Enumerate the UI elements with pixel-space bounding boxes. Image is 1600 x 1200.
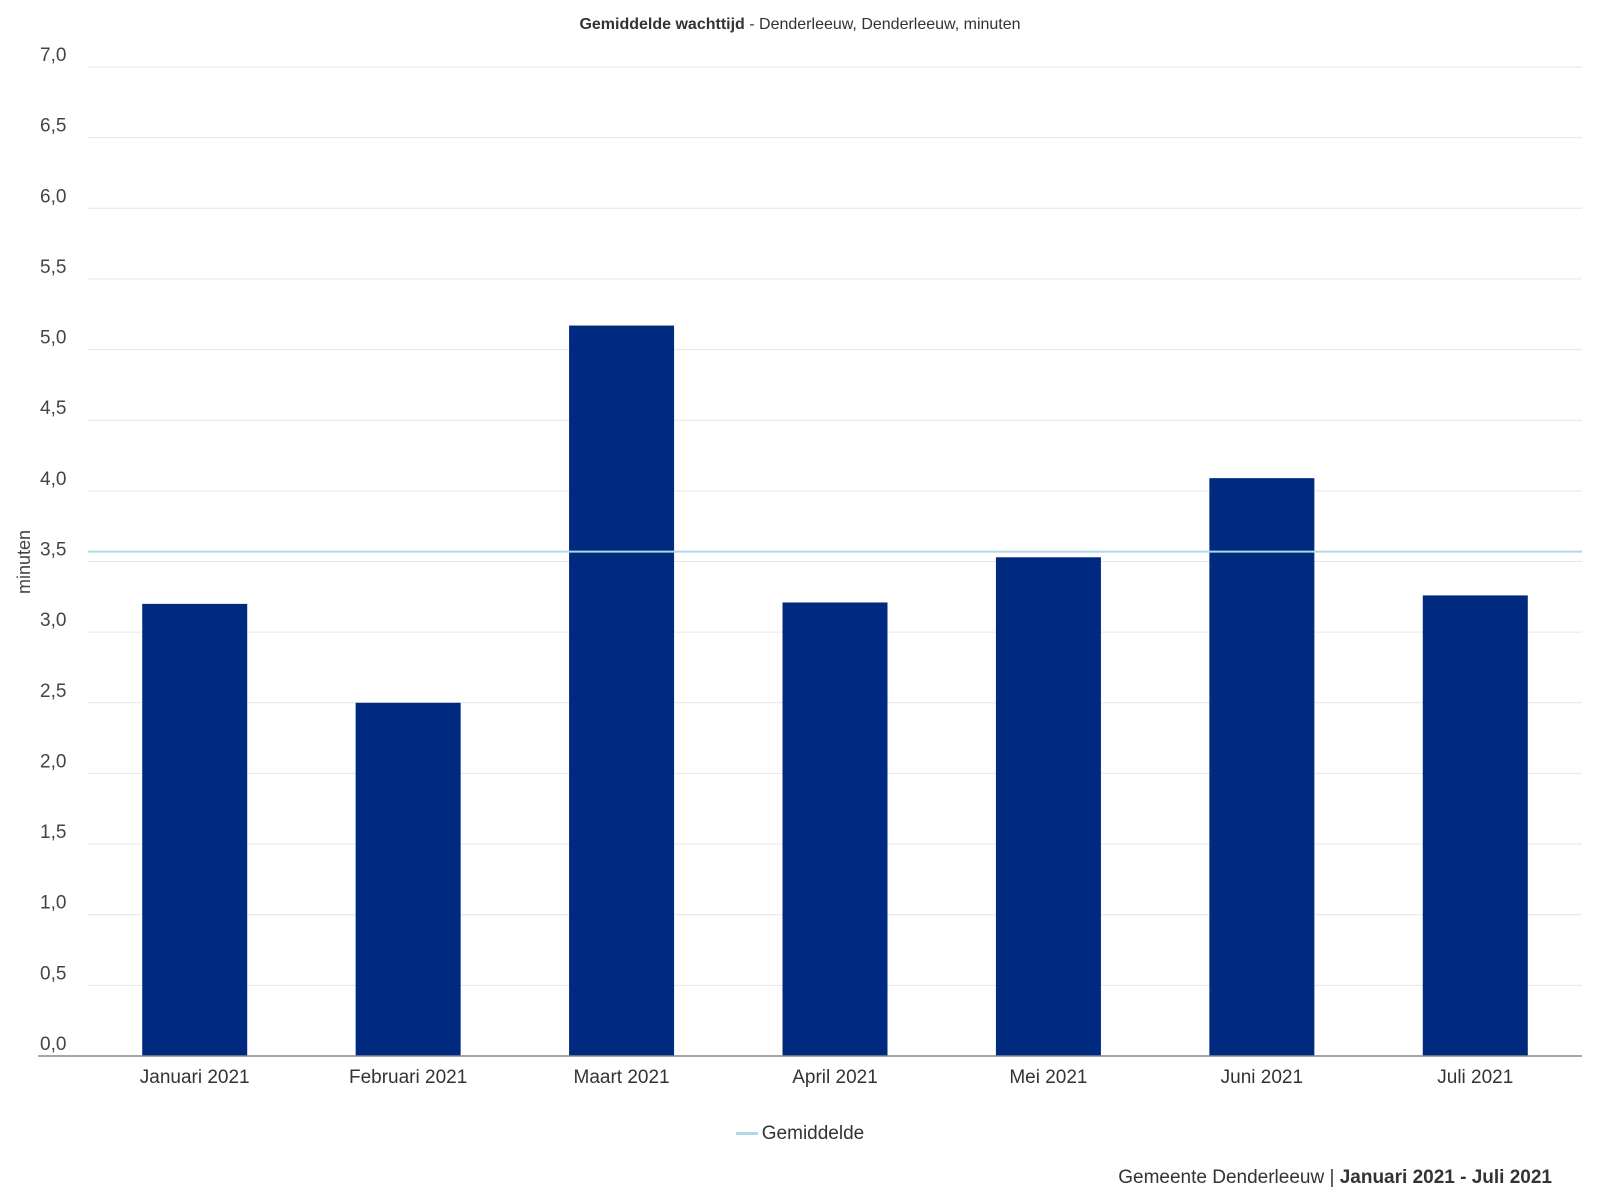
y-tick-label: 7,0 (40, 45, 66, 66)
y-tick-label: 1,0 (40, 893, 66, 914)
y-tick-label: 1,5 (40, 822, 66, 843)
x-tick-label: Juni 2021 (1221, 1067, 1303, 1088)
y-tick-label: 4,0 (40, 469, 66, 490)
bar[interactable] (569, 325, 675, 1056)
x-tick-label: Juli 2021 (1437, 1067, 1513, 1088)
bar-chart: Gemiddelde wachttijd - Denderleeuw, Dend… (14, 16, 1582, 1088)
footer-separator: | (1324, 1167, 1340, 1188)
y-tick-label: 6,5 (40, 116, 66, 137)
y-tick-label: 2,0 (40, 751, 66, 772)
legend-line-icon (735, 1132, 758, 1136)
chart-title-bold: Gemiddelde wachttijd (579, 16, 744, 33)
y-tick-label: 5,5 (40, 257, 66, 278)
y-tick-label: 5,0 (40, 328, 66, 349)
bar[interactable] (1209, 478, 1315, 1056)
x-tick-label: Mei 2021 (1009, 1067, 1087, 1088)
bar[interactable] (782, 602, 888, 1056)
footer-period: Januari 2021 - Juli 2021 (1339, 1167, 1552, 1188)
bar[interactable] (1422, 595, 1528, 1056)
y-axis-ticks: 0,0 0,5 1,0 1,5 2,0 2,5 3,0 3,5 4,0 4,5 5,0 5,5 6,0 6… (40, 45, 66, 1055)
footer: Gemeente Denderleeuw | Januari 2021 - Ju… (1118, 1167, 1552, 1189)
x-tick-label: Maart 2021 (574, 1067, 670, 1088)
footer-source: Gemeente Denderleeuw (1118, 1167, 1325, 1188)
x-tick-label: April 2021 (792, 1067, 878, 1088)
x-tick-label: Januari 2021 (140, 1067, 250, 1088)
legend[interactable]: Gemiddelde (0, 1123, 1600, 1145)
y-axis-title: minuten (14, 530, 34, 594)
bar[interactable] (142, 603, 248, 1056)
y-tick-label: 0,0 (40, 1034, 66, 1055)
x-tick-label: Februari 2021 (349, 1067, 467, 1088)
y-tick-label: 2,5 (40, 681, 66, 702)
bar[interactable] (995, 557, 1101, 1056)
chart-title: Gemiddelde wachttijd - Denderleeuw, Dend… (579, 16, 1020, 33)
y-tick-label: 6,0 (40, 186, 66, 207)
bars (142, 325, 1528, 1056)
y-tick-label: 0,5 (40, 963, 66, 984)
x-axis-ticks: Januari 2021 Februari 2021 Maart 2021 April… (140, 1067, 1514, 1088)
chart-title-rest: - Denderleeuw, Denderleeuw, minuten (745, 16, 1021, 33)
y-tick-label: 3,0 (40, 610, 66, 631)
y-tick-label: 4,5 (40, 398, 66, 419)
bar[interactable] (355, 702, 461, 1056)
y-tick-label: 3,5 (40, 540, 66, 561)
legend-label: Gemiddelde (761, 1123, 865, 1144)
